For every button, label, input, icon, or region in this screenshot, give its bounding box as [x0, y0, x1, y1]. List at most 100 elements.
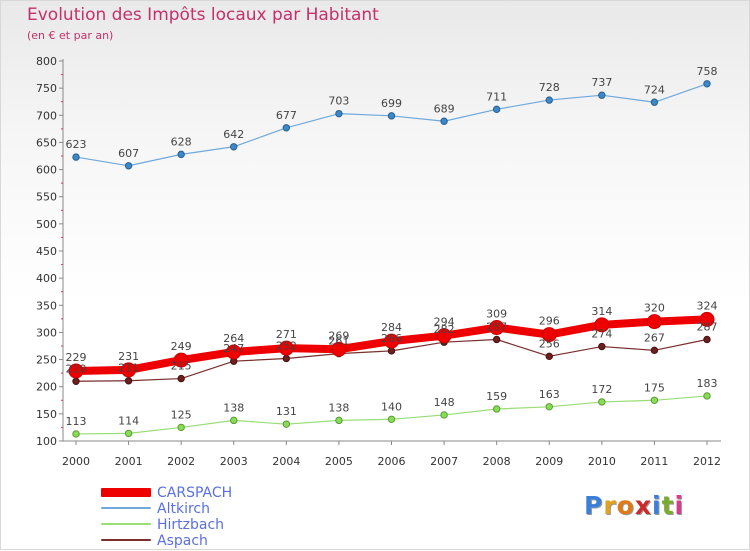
- y-tick-label: 300: [36, 326, 57, 339]
- data-point-aspach: [124, 377, 133, 385]
- chart-subtitle: (en € et par an): [27, 29, 114, 42]
- data-point-carspach: [646, 314, 662, 330]
- data-label-carspach: 269: [328, 329, 349, 342]
- data-label-altkirch: 677: [276, 109, 297, 122]
- data-point-hirtzbach: [335, 416, 343, 425]
- x-tick-label: 2000: [62, 455, 90, 468]
- data-point-altkirch: [650, 98, 659, 106]
- data-label-carspach: 324: [697, 299, 718, 312]
- data-point-altkirch: [177, 150, 185, 159]
- data-label-aspach: 210: [66, 362, 87, 375]
- data-point-aspach: [598, 342, 606, 351]
- data-point-altkirch: [282, 124, 291, 132]
- data-point-aspach: [282, 354, 291, 363]
- chart-title: Evolution des Impôts locaux par Habitant: [27, 5, 379, 25]
- data-point-aspach: [387, 347, 396, 355]
- data-point-carspach: [278, 340, 294, 356]
- logo-letter: i: [652, 491, 662, 520]
- data-point-aspach: [72, 377, 80, 385]
- data-label-hirtzbach: 172: [591, 383, 612, 396]
- legend-item-aspach: Aspach: [101, 533, 361, 549]
- data-point-hirtzbach: [703, 392, 711, 400]
- data-label-aspach: 256: [539, 337, 560, 350]
- data-label-carspach: 249: [171, 340, 192, 353]
- data-point-altkirch: [440, 117, 448, 125]
- x-tick-label: 2001: [115, 455, 143, 468]
- legend-swatch: [101, 507, 151, 509]
- data-point-carspach: [68, 363, 84, 379]
- logo-letter: P: [584, 491, 604, 520]
- legend-item-altkirch: Altkirch: [101, 501, 361, 517]
- data-label-carspach: 296: [539, 315, 560, 328]
- data-label-altkirch: 728: [539, 81, 560, 94]
- y-tick-label: 450: [36, 245, 57, 258]
- data-label-carspach: 271: [276, 328, 297, 341]
- x-tick-label: 2012: [693, 455, 721, 468]
- data-label-hirtzbach: 159: [486, 390, 507, 403]
- data-label-altkirch: 711: [486, 90, 507, 103]
- data-point-aspach: [492, 335, 501, 344]
- data-label-carspach: 284: [381, 321, 402, 334]
- legend-label: Hirtzbach: [157, 517, 225, 533]
- legend: CARSPACH Altkirch Hirtzbach Aspach: [101, 485, 361, 549]
- y-tick-label: 700: [36, 109, 57, 122]
- data-label-carspach: 320: [644, 302, 665, 315]
- data-point-carspach: [699, 311, 715, 327]
- data-point-hirtzbach: [598, 398, 606, 406]
- y-tick-label: 400: [36, 272, 57, 285]
- data-label-hirtzbach: 148: [434, 396, 455, 409]
- data-point-hirtzbach: [177, 423, 185, 432]
- data-point-hirtzbach: [650, 396, 659, 404]
- data-point-altkirch: [703, 80, 711, 88]
- data-point-hirtzbach: [230, 416, 238, 425]
- data-point-aspach: [703, 335, 711, 344]
- data-label-aspach: 274: [591, 328, 612, 341]
- data-point-altkirch: [387, 112, 396, 120]
- legend-item-hirtzbach: Hirtzbach: [101, 517, 361, 533]
- data-label-altkirch: 628: [171, 135, 192, 148]
- data-label-hirtzbach: 114: [118, 414, 139, 427]
- x-tick-label: 2008: [483, 455, 511, 468]
- data-label-altkirch: 724: [644, 83, 665, 96]
- data-point-hirtzbach: [124, 429, 133, 438]
- data-point-aspach: [545, 352, 553, 361]
- data-label-altkirch: 737: [591, 76, 612, 89]
- data-label-aspach: 282: [434, 323, 455, 336]
- data-label-carspach: 294: [434, 316, 455, 329]
- data-label-hirtzbach: 140: [381, 400, 402, 413]
- data-point-carspach: [384, 333, 399, 349]
- y-tick-label: 350: [36, 299, 57, 312]
- data-label-hirtzbach: 183: [697, 377, 718, 390]
- data-label-altkirch: 623: [66, 138, 87, 151]
- data-point-aspach: [650, 346, 659, 355]
- data-point-carspach: [331, 341, 347, 357]
- data-point-altkirch: [72, 153, 80, 161]
- data-point-carspach: [541, 327, 557, 343]
- data-label-aspach: 261: [328, 335, 349, 348]
- data-point-carspach: [121, 362, 137, 378]
- data-label-altkirch: 642: [223, 128, 244, 141]
- data-label-carspach: 229: [66, 351, 87, 364]
- y-tick-label: 800: [36, 55, 57, 68]
- x-tick-label: 2004: [272, 455, 300, 468]
- legend-label: Altkirch: [157, 501, 210, 517]
- data-point-hirtzbach: [282, 420, 291, 428]
- data-point-hirtzbach: [545, 403, 553, 411]
- logo-letter: r: [603, 491, 617, 520]
- data-label-aspach: 266: [381, 332, 402, 345]
- data-point-hirtzbach: [387, 415, 396, 423]
- data-point-aspach: [177, 374, 185, 383]
- data-label-hirtzbach: 138: [328, 401, 349, 414]
- data-label-hirtzbach: 138: [223, 401, 244, 414]
- y-tick-label: 100: [36, 435, 57, 448]
- data-label-aspach: 267: [644, 331, 665, 344]
- x-tick-label: 2009: [535, 455, 563, 468]
- data-label-hirtzbach: 163: [539, 388, 560, 401]
- data-label-aspach: 287: [697, 320, 718, 333]
- data-point-altkirch: [598, 91, 606, 99]
- x-tick-label: 2003: [220, 455, 248, 468]
- y-tick-label: 200: [36, 381, 57, 394]
- data-label-aspach: 287: [486, 320, 507, 333]
